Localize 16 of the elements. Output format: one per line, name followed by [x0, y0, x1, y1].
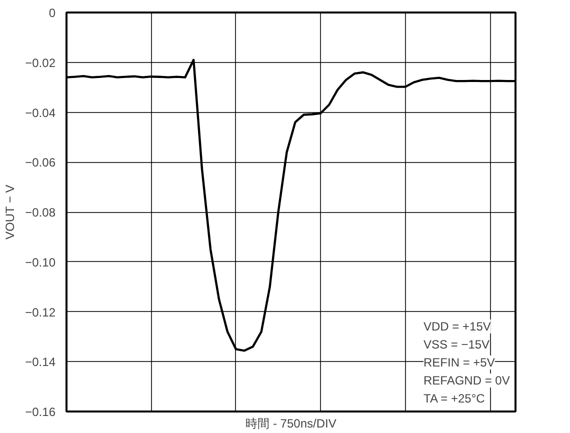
y-tick-label: 0 — [48, 6, 56, 20]
annotation: REFIN = +5V — [424, 356, 495, 370]
y-tick-label: −0.08 — [25, 206, 56, 220]
y-tick-label: −0.12 — [25, 305, 56, 320]
annotation: REFAGND = 0V — [424, 374, 510, 388]
y-axis-title: VOUT − V — [3, 184, 18, 240]
y-tick-label: −0.06 — [25, 156, 56, 170]
y-tick-label: −0.10 — [25, 255, 56, 270]
annotation: VDD = +15V — [424, 320, 491, 334]
y-tick-label: −0.16 — [25, 405, 56, 419]
annotation: VSS = −15V — [424, 338, 490, 352]
y-tick-label: −0.04 — [25, 106, 56, 120]
x-axis-title: 時間 - 750ns/DIV — [246, 416, 336, 430]
y-tick-label: −0.14 — [25, 355, 56, 370]
annotation: TA = +25°C — [424, 392, 486, 406]
y-tick-label: −0.02 — [25, 56, 56, 70]
